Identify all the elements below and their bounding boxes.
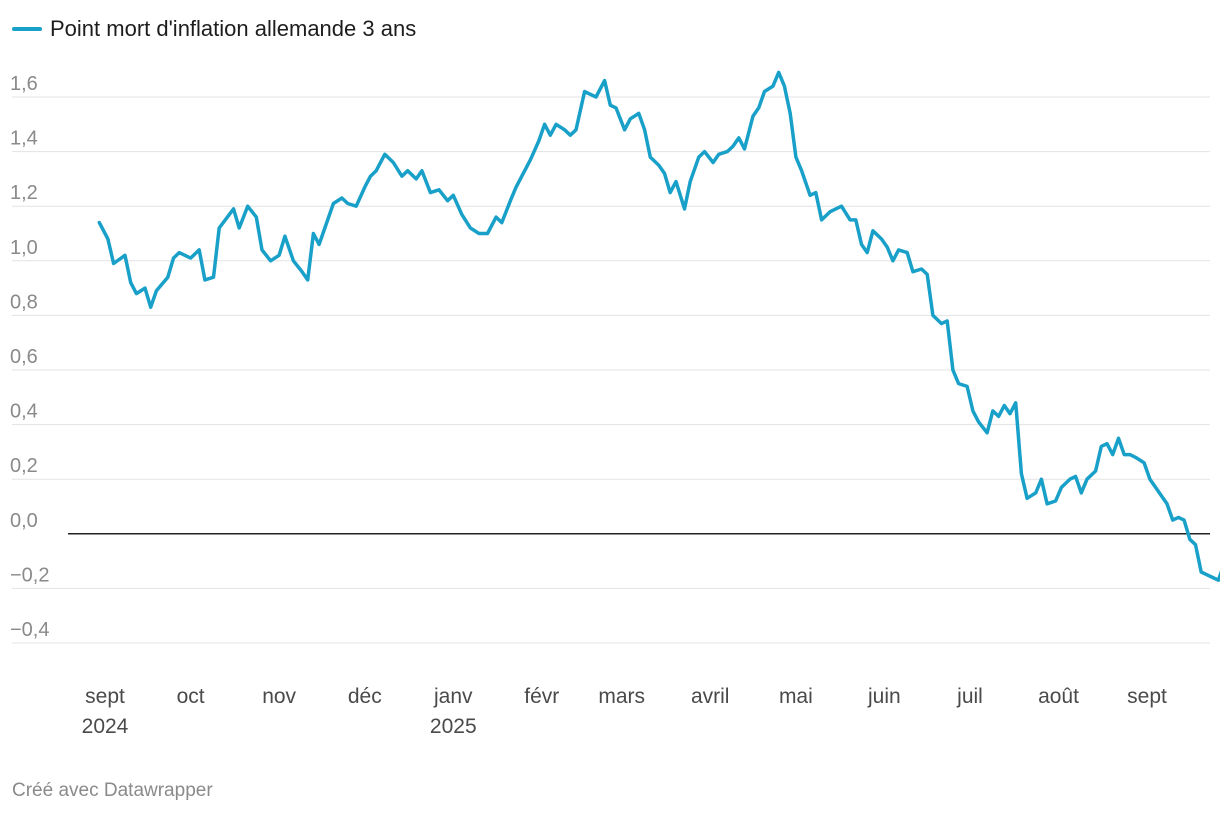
- y-tick-label: 1,2: [10, 182, 38, 204]
- y-tick-label: 0,2: [10, 455, 38, 477]
- x-tick-label: avril: [691, 685, 730, 708]
- series-line: [97, 70, 1220, 582]
- legend-swatch: [12, 27, 42, 31]
- x-tick-label: juil: [956, 685, 983, 708]
- y-tick-label: −0,2: [10, 564, 49, 586]
- x-tick-label: mai: [779, 685, 813, 708]
- gridlines: [12, 96, 1210, 644]
- credit-text: Créé avec Datawrapper: [12, 780, 213, 801]
- x-tick-label: sept: [85, 685, 125, 708]
- y-tick-label: 0,8: [10, 291, 38, 313]
- y-tick-label: 1,0: [10, 237, 38, 259]
- x-tick-label: sept: [1127, 685, 1167, 708]
- series-lines: [97, 70, 1220, 582]
- y-tick-label: 0,0: [10, 510, 38, 532]
- legend: Point mort d'inflation allemande 3 ans: [12, 16, 416, 42]
- legend-label: Point mort d'inflation allemande 3 ans: [50, 16, 417, 41]
- x-tick-label: déc: [348, 685, 382, 708]
- x-tick-year-label: 2024: [82, 715, 129, 738]
- x-tick-label: janv: [433, 685, 473, 708]
- x-tick-year-label: 2025: [430, 715, 477, 738]
- x-tick-label: août: [1038, 685, 1079, 708]
- y-axis-ticks: 1,6 1,4 1,2 1,0 0,8 0,6 0,4 0,2 0,0 −0,2 −0,4: [10, 73, 49, 641]
- y-tick-label: −0,4: [10, 619, 49, 641]
- y-tick-label: 0,6: [10, 346, 38, 368]
- x-tick-label: mars: [598, 685, 645, 708]
- x-tick-label: juin: [867, 685, 901, 708]
- y-tick-label: 1,4: [10, 128, 38, 150]
- y-tick-label: 0,4: [10, 401, 38, 423]
- x-tick-label: nov: [262, 685, 296, 708]
- x-tick-label: févr: [524, 685, 559, 708]
- y-tick-label: 1,6: [10, 73, 38, 95]
- x-tick-label: oct: [177, 685, 205, 708]
- x-axis-ticks: sept 2024 oct nov déc janv 2025 févr mars avril ma…: [82, 685, 1167, 738]
